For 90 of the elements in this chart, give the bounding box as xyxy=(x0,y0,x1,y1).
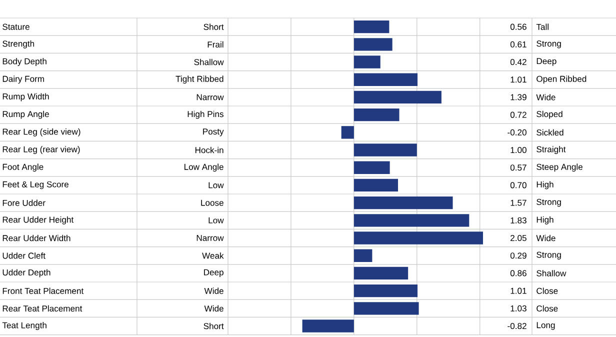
text: Low Angle xyxy=(184,164,224,172)
y-tick-label: Rump Angle xyxy=(2,110,49,119)
data-label: 1.03 xyxy=(510,305,526,312)
y-tick-label: Feet & Leg Score xyxy=(2,181,68,190)
data-label: 1.01 xyxy=(510,76,526,83)
y-tick-label: Rump Width xyxy=(2,93,49,102)
text: Frail xyxy=(208,41,224,48)
text: High xyxy=(536,216,554,224)
bar xyxy=(302,320,354,332)
y-tick-label: Fore Udder xyxy=(2,200,46,206)
text: Shallow xyxy=(536,270,566,276)
y-tick-label: Strength xyxy=(2,40,34,48)
data-label: 0.57 xyxy=(510,164,526,171)
text: High Pins xyxy=(188,110,224,119)
data-label: -0.82 xyxy=(508,322,526,330)
text: Tall xyxy=(536,24,548,30)
bar xyxy=(354,284,418,298)
bar xyxy=(354,90,442,104)
data-label: 2.05 xyxy=(510,234,526,242)
text: Narrow xyxy=(196,235,224,241)
data-label: -0.20 xyxy=(508,129,526,136)
data-label: 0.86 xyxy=(510,270,526,276)
y-tick-label: Front Teat Placement xyxy=(2,288,84,294)
bar xyxy=(354,178,398,192)
bar xyxy=(354,302,419,315)
bar xyxy=(354,73,418,86)
bar xyxy=(354,108,400,122)
text: Steep Angle xyxy=(536,164,582,172)
bar xyxy=(354,56,380,68)
text: Wide xyxy=(536,234,556,242)
text: High xyxy=(536,181,554,190)
text: Sickled xyxy=(536,129,564,136)
text: Weak xyxy=(202,252,224,259)
y-tick-label: Body Depth xyxy=(2,58,46,66)
text: Short xyxy=(204,24,224,30)
text: Straight xyxy=(536,146,566,154)
y-tick-label: Foot Angle xyxy=(2,164,44,172)
text: Strong xyxy=(536,40,561,48)
data-label: 0.42 xyxy=(510,58,526,66)
text: Strong xyxy=(536,198,561,207)
data-label: 1.83 xyxy=(510,217,526,224)
y-tick-label: Udder Cleft xyxy=(2,252,46,259)
bar xyxy=(354,144,417,156)
bar xyxy=(341,126,354,139)
y-tick-label: Rear Leg (rear view) xyxy=(2,146,80,154)
y-tick-label: Rear Udder Width xyxy=(2,234,70,242)
text: Hock-in xyxy=(195,146,224,154)
bar xyxy=(354,20,390,34)
text: Open Ribbed xyxy=(536,76,586,84)
data-label: 0.56 xyxy=(510,24,526,30)
text: Close xyxy=(536,305,558,312)
bar xyxy=(354,196,453,210)
y-tick-label: Dairy Form xyxy=(2,76,44,84)
text: Sloped xyxy=(536,110,562,119)
data-label: 0.61 xyxy=(510,41,526,48)
text: Deep xyxy=(536,58,556,66)
text: Wide xyxy=(204,288,224,294)
data-label: 0.72 xyxy=(510,112,526,118)
bar xyxy=(354,232,484,244)
bar xyxy=(354,161,390,174)
data-label: 1.39 xyxy=(510,94,526,100)
bar xyxy=(354,214,470,227)
text: Tight Ribbed xyxy=(176,76,224,84)
y-tick-label: Stature xyxy=(2,24,30,30)
bar xyxy=(354,249,372,262)
y-tick-label: Rear Udder Height xyxy=(2,216,74,224)
bar xyxy=(354,266,408,280)
text: Low xyxy=(208,182,224,188)
y-tick-label: Udder Depth xyxy=(2,269,50,278)
text: Shallow xyxy=(194,58,224,66)
text: Long xyxy=(536,322,555,330)
y-tick-label: Rear Leg (side view) xyxy=(2,128,80,136)
text: Short xyxy=(204,322,224,330)
text: Low xyxy=(208,217,224,224)
bar xyxy=(354,38,392,51)
text: Close xyxy=(536,288,558,294)
text: Strong xyxy=(536,252,561,260)
text: Posty xyxy=(203,128,224,136)
data-label: 1.00 xyxy=(510,146,526,154)
y-tick-label: Teat Length xyxy=(2,322,46,330)
data-label: 0.29 xyxy=(510,252,526,259)
data-label: 0.70 xyxy=(510,182,526,188)
text: Wide xyxy=(204,305,224,312)
data-label: 1.57 xyxy=(510,200,526,206)
y-tick-label: Rear Teat Placement xyxy=(2,305,82,312)
text: Narrow xyxy=(196,94,224,100)
data-label: 1.01 xyxy=(510,288,526,294)
text: Deep xyxy=(204,269,224,278)
text: Loose xyxy=(201,200,224,206)
text: Wide xyxy=(536,94,556,100)
